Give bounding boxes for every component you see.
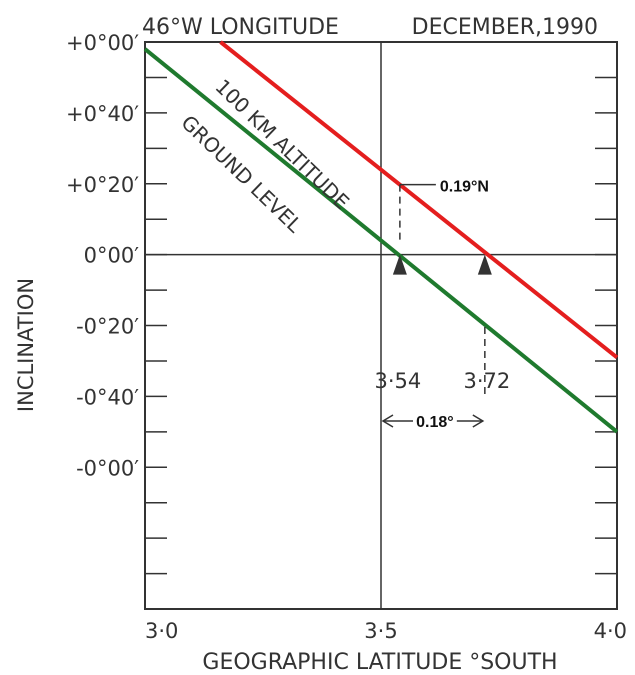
series-label-100km-altitude: 100 KM ALTITUDE (211, 74, 355, 214)
x-tick-label: 4·0 (594, 619, 627, 643)
header-longitude: 46°W LONGITUDE (142, 15, 339, 40)
altitude-crossing-arrow (477, 254, 492, 275)
ground-crossing-label: 3·54 (374, 369, 421, 393)
x-tick-label: 3·5 (364, 619, 397, 643)
y-tick-label: +0°20′ (66, 173, 139, 197)
y-tick-label: +0°40′ (66, 102, 139, 126)
ground-crossing-arrow (392, 254, 407, 275)
x-axis-label: GEOGRAPHIC LATITUDE °SOUTH (202, 650, 557, 675)
x-tick-label: 3·0 (145, 619, 178, 643)
y-tick-label: -0°20′ (76, 315, 139, 339)
series-line-ground-level (143, 47, 619, 434)
series-line-100km-altitude (219, 40, 619, 359)
y-tick-label: -0°40′ (76, 385, 139, 409)
y-tick-label: -0°00′ (76, 456, 139, 480)
north-shift-label: 0.19°N (440, 179, 489, 196)
latitude-shift-arrowhead-right (472, 414, 485, 428)
axis-ticks: +0°00′ +0°40′ +0°20′ 0°00′ -0°20′ -0°40′ -0°00… (66, 31, 627, 643)
reference-lines (145, 42, 617, 609)
annotation-layer: 3·54 3·72 0.19°N 0.18° (374, 179, 510, 431)
altitude-crossing-label: 3·72 (463, 369, 510, 393)
y-tick-label: 0°00′ (84, 244, 140, 268)
y-tick-label: +0°00′ (66, 31, 139, 55)
latitude-shift-arrowhead-left (381, 414, 394, 428)
y-axis-label: INCLINATION (14, 278, 38, 412)
latitude-shift-label: 0.18° (416, 414, 454, 431)
header-date: DECEMBER,1990 (412, 15, 598, 40)
